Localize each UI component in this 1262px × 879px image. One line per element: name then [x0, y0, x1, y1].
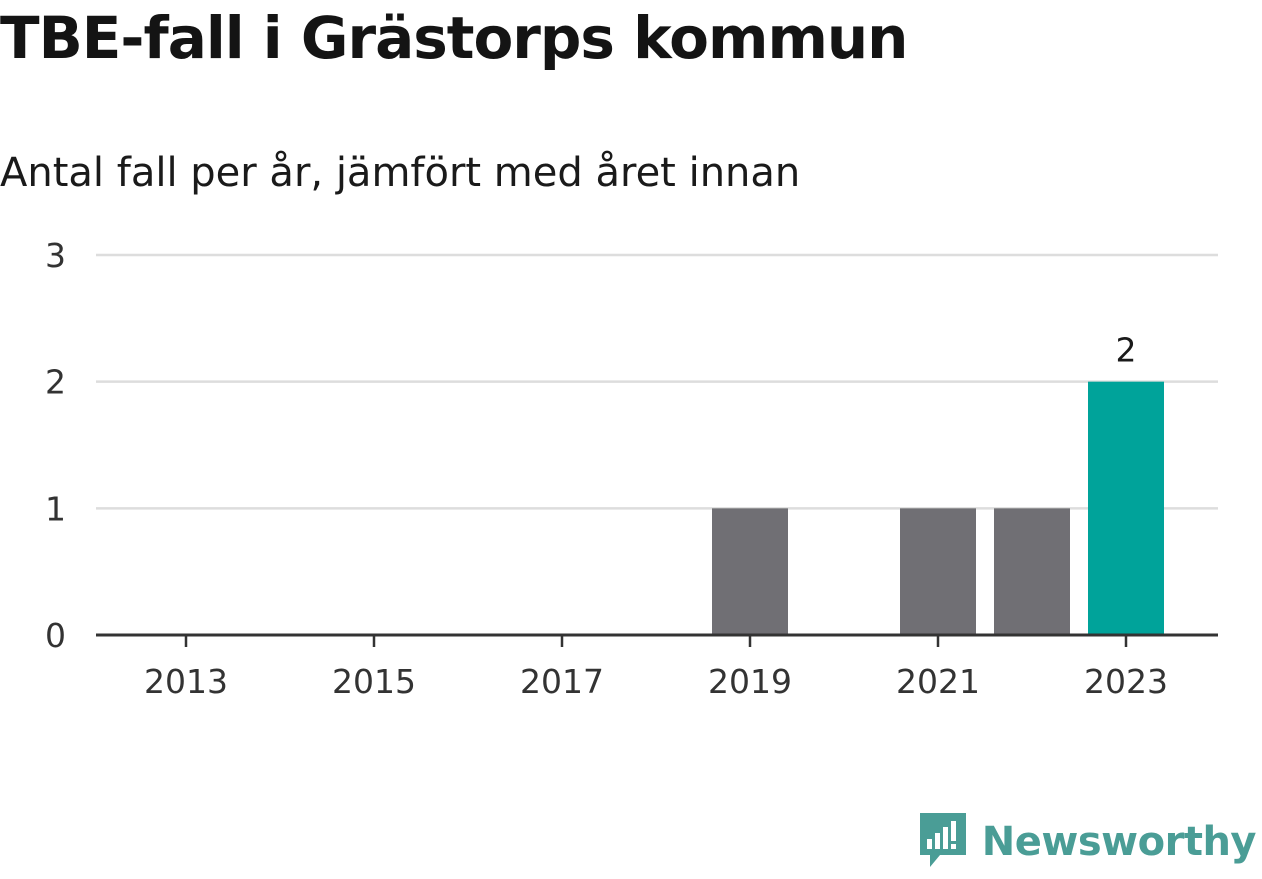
x-axis-ticks: 2013 2015 2017 2019 2021 2023	[144, 635, 1168, 701]
x-tick-label: 2017	[520, 662, 604, 701]
x-tick-label: 2019	[708, 662, 792, 701]
brand-name: Newsworthy	[981, 819, 1257, 865]
data-label-2023: 2	[1116, 331, 1137, 370]
bars	[712, 381, 1164, 635]
bar-2022	[994, 508, 1070, 635]
chart-title: TBE-fall i Grästorps kommun	[0, 4, 908, 72]
y-axis-ticks: 0 1 2 3	[45, 236, 66, 655]
data-labels: 2	[1116, 331, 1137, 370]
bar-2021	[900, 508, 976, 635]
chart-subtitle: Antal fall per år, jämfört med året inna…	[0, 150, 801, 196]
bar-2019	[712, 508, 788, 635]
y-tick-label: 3	[45, 236, 66, 275]
x-tick-label: 2015	[332, 662, 416, 701]
x-tick-label: 2021	[896, 662, 980, 701]
x-tick-label: 2013	[144, 662, 228, 701]
brand-logo: Newsworthy	[918, 811, 1257, 873]
y-tick-label: 0	[45, 616, 66, 655]
grid-lines	[96, 253, 1218, 510]
y-tick-label: 2	[45, 363, 66, 402]
newsworthy-logo-icon	[918, 811, 968, 873]
x-tick-label: 2023	[1084, 662, 1168, 701]
bar-chart: 0 1 2 3 2 2013 2015 2017 2019 2021 2023	[45, 236, 1218, 701]
bar-2023	[1088, 381, 1164, 635]
y-tick-label: 1	[45, 489, 66, 528]
